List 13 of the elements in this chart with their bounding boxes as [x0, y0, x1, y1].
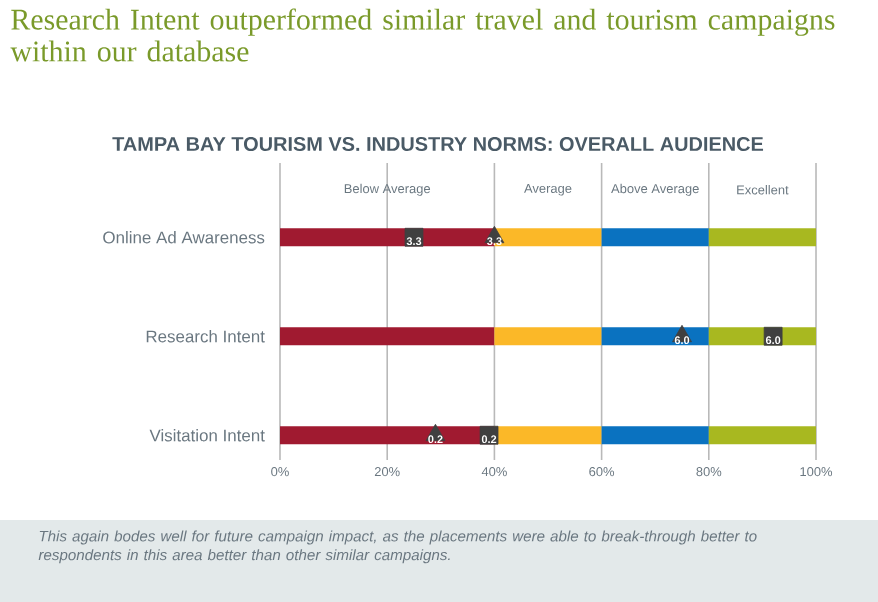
bar: [494, 327, 602, 346]
bar: [494, 426, 602, 445]
y-tick-label: Research Intent: [146, 330, 265, 343]
y-tick-label: Online Ad Awareness: [103, 231, 265, 244]
bar: [601, 327, 709, 346]
bar: [280, 327, 495, 346]
chart-title: Research Intent outperformed similar travel and tourism campaigns within our database: [10, 8, 835, 62]
bar: [601, 426, 709, 445]
chart-subtitle: TAMPA BAY TOURISM VS. INDUSTRY NORMS: OVERALL AUDIENCE: [112, 136, 764, 152]
y-tick-label: Visitation Intent: [149, 429, 265, 442]
bar: [601, 228, 709, 247]
bar: [708, 228, 817, 247]
bar: [708, 426, 817, 445]
